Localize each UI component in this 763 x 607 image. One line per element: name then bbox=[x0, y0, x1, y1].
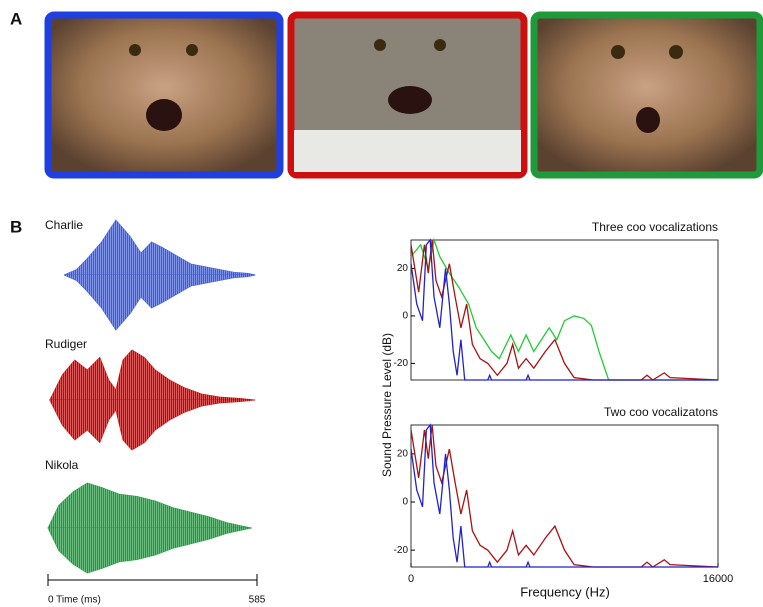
waveform-texture bbox=[48, 528, 252, 573]
spectrum-line bbox=[411, 425, 718, 567]
panel-label: B bbox=[10, 217, 22, 236]
y-tick-label: -20 bbox=[394, 358, 409, 369]
x-tick-label: 16000 bbox=[703, 573, 734, 585]
photo bbox=[48, 15, 280, 175]
x-tick-label: 0 Time (ms) bbox=[48, 595, 101, 606]
waveform-texture bbox=[64, 275, 255, 330]
panel-label: A bbox=[10, 9, 22, 28]
y-tick-label: 20 bbox=[397, 263, 409, 274]
waveform-title: Nikola bbox=[45, 458, 79, 472]
y-tick-label: 0 bbox=[402, 497, 408, 508]
chart-title: Two coo vocalizatons bbox=[604, 405, 718, 419]
waveform-texture bbox=[48, 483, 252, 528]
y-tick-label: 0 bbox=[402, 311, 408, 322]
spectrum-line bbox=[411, 240, 718, 380]
x-tick-label: 585 bbox=[249, 595, 266, 606]
figure: A B Charlie Rudiger Nikola 0 Time (ms) 585 Th… bbox=[0, 0, 763, 607]
chart-title: Three coo vocalizations bbox=[592, 220, 718, 234]
y-axis-label: Sound Pressure Level (dB) bbox=[380, 333, 394, 477]
waveform-texture bbox=[50, 350, 255, 400]
waveform-title: Rudiger bbox=[45, 337, 87, 351]
y-tick-label: 20 bbox=[397, 449, 409, 460]
photo bbox=[291, 15, 524, 175]
x-tick-label: 0 bbox=[408, 573, 414, 585]
photo bbox=[534, 15, 760, 175]
waveform-texture bbox=[50, 400, 255, 450]
waveform-texture bbox=[64, 220, 255, 275]
y-tick-label: -20 bbox=[394, 545, 409, 556]
x-axis-label: Frequency (Hz) bbox=[520, 584, 610, 599]
waveform-title: Charlie bbox=[45, 218, 83, 232]
